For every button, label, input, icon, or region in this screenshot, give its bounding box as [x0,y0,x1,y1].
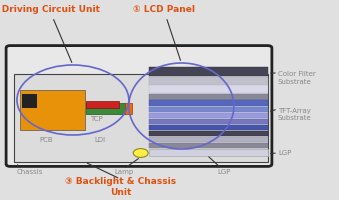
Text: TFT-Array
Substrate: TFT-Array Substrate [278,108,312,120]
Bar [149,131,268,136]
Text: ② Driving Circuit Unit: ② Driving Circuit Unit [0,5,100,15]
Bar [149,137,268,142]
Text: PCB: PCB [39,137,53,143]
Text: LGP: LGP [278,150,291,156]
Bar [149,67,268,76]
Text: ③ Backlight & Chassis
Unit: ③ Backlight & Chassis Unit [65,177,176,197]
Text: LGP: LGP [217,169,231,175]
Circle shape [133,149,148,157]
Bar [149,143,268,148]
Bar [149,107,268,112]
Bar [149,77,268,85]
Text: Chassis: Chassis [17,169,43,175]
Bar [86,101,119,108]
Bar [22,94,37,108]
Text: Lamp: Lamp [114,169,133,175]
Bar [86,103,125,114]
Bar [149,119,268,124]
Bar [125,103,132,114]
Bar [149,85,268,93]
Text: ① LCD Panel: ① LCD Panel [134,5,195,15]
Text: Color Filter
Substrate: Color Filter Substrate [278,72,316,84]
Bar [149,94,268,100]
Bar [149,149,268,156]
Bar [149,100,268,106]
Bar [20,90,85,130]
Text: TCP: TCP [90,116,103,122]
FancyBboxPatch shape [6,46,272,166]
Text: LDI: LDI [95,137,105,143]
Bar [149,125,268,130]
Bar [14,74,268,162]
Bar [149,113,268,118]
